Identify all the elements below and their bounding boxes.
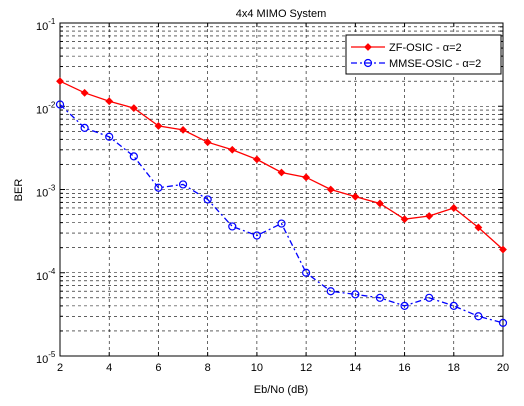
data-point-zf-osic: [154, 122, 163, 130]
y-tick-label: 10-5: [36, 350, 56, 366]
data-point-zf-osic: [228, 145, 237, 154]
data-point-mmse-osic: [425, 293, 434, 302]
data-point-mmse-osic: [105, 132, 114, 141]
data-point-mmse-osic: [302, 268, 311, 277]
legend-marker-shape: [364, 43, 372, 51]
y-tick-label: 10-4: [36, 267, 56, 283]
data-point-zf-osic: [277, 168, 286, 177]
data-point-zf-osic: [449, 204, 458, 212]
data-point-mmse-osic: [178, 180, 188, 189]
data-point-zf-osic: [56, 77, 64, 86]
data-point-mmse-osic: [474, 312, 483, 321]
data-point-mmse-osic: [326, 287, 335, 296]
data-point-mmse-osic: [498, 318, 508, 327]
data-point-zf-osic: [203, 138, 212, 147]
x-tick-label: 2: [57, 362, 63, 374]
data-point-zf-osic: [302, 173, 311, 182]
data-point-mmse-osic: [375, 293, 385, 302]
x-axis-label: Eb/No (dB): [254, 384, 308, 396]
series-line-mmse-osic: [59, 104, 504, 324]
data-point-mmse-osic: [55, 100, 65, 109]
data-point-mmse-osic: [351, 290, 360, 299]
legend-label-zf-osic: ZF-OSIC - α=2: [389, 42, 462, 54]
data-point-zf-osic: [179, 125, 187, 134]
data-series: [55, 77, 508, 327]
series-zf-osic: [56, 77, 507, 254]
data-point-zf-osic: [351, 192, 360, 201]
x-tick-label: 4: [106, 362, 112, 374]
series-mmse-osic: [55, 100, 508, 327]
legend-marker-mmse-osic: [363, 58, 373, 68]
data-point-mmse-osic: [277, 219, 286, 228]
x-tick-label: 18: [448, 362, 460, 374]
data-point-zf-osic: [425, 212, 434, 220]
chart-title: 4x4 MIMO System: [236, 8, 326, 20]
data-point-mmse-osic: [129, 152, 138, 161]
y-tick-label: 10-2: [36, 100, 56, 116]
y-tick-label: 10-3: [36, 184, 56, 200]
data-point-mmse-osic: [449, 301, 458, 310]
x-tick-label: 8: [205, 362, 211, 374]
x-tick-label: 20: [497, 362, 509, 374]
x-tick-label: 14: [349, 362, 361, 374]
y-tick-label: 10-1: [36, 17, 56, 33]
x-tick-label: 10: [251, 362, 263, 374]
x-tick-label: 12: [300, 362, 312, 374]
data-point-zf-osic: [400, 215, 409, 224]
legend-label-mmse-osic: MMSE-OSIC - α=2: [389, 58, 481, 70]
legend-marker-shape: [363, 58, 373, 68]
x-tick-label: 6: [155, 362, 161, 374]
data-point-mmse-osic: [80, 123, 89, 132]
data-point-zf-osic: [326, 185, 335, 194]
y-axis-label: BER: [13, 179, 25, 202]
data-point-mmse-osic: [252, 231, 261, 240]
data-point-zf-osic: [252, 155, 261, 164]
data-point-mmse-osic: [154, 183, 163, 192]
data-point-mmse-osic: [203, 195, 212, 204]
x-tick-label: 16: [398, 362, 410, 374]
data-point-zf-osic: [129, 104, 138, 113]
legend-box: [345, 34, 502, 75]
legend-marker-zf-osic: [364, 43, 372, 51]
data-point-mmse-osic: [228, 222, 237, 231]
data-point-zf-osic: [499, 245, 507, 254]
data-point-zf-osic: [80, 88, 89, 97]
data-point-mmse-osic: [400, 301, 409, 310]
data-point-zf-osic: [474, 223, 483, 232]
legend: ZF-OSIC - α=2 MMSE-OSIC - α=2: [345, 34, 502, 75]
data-point-zf-osic: [376, 199, 384, 208]
data-point-zf-osic: [105, 97, 114, 106]
axis-ticks: 2 4 6 8 10 12 14 16 18 20 10-5 10-4 10-3 10-2 10-1: [36, 17, 509, 374]
